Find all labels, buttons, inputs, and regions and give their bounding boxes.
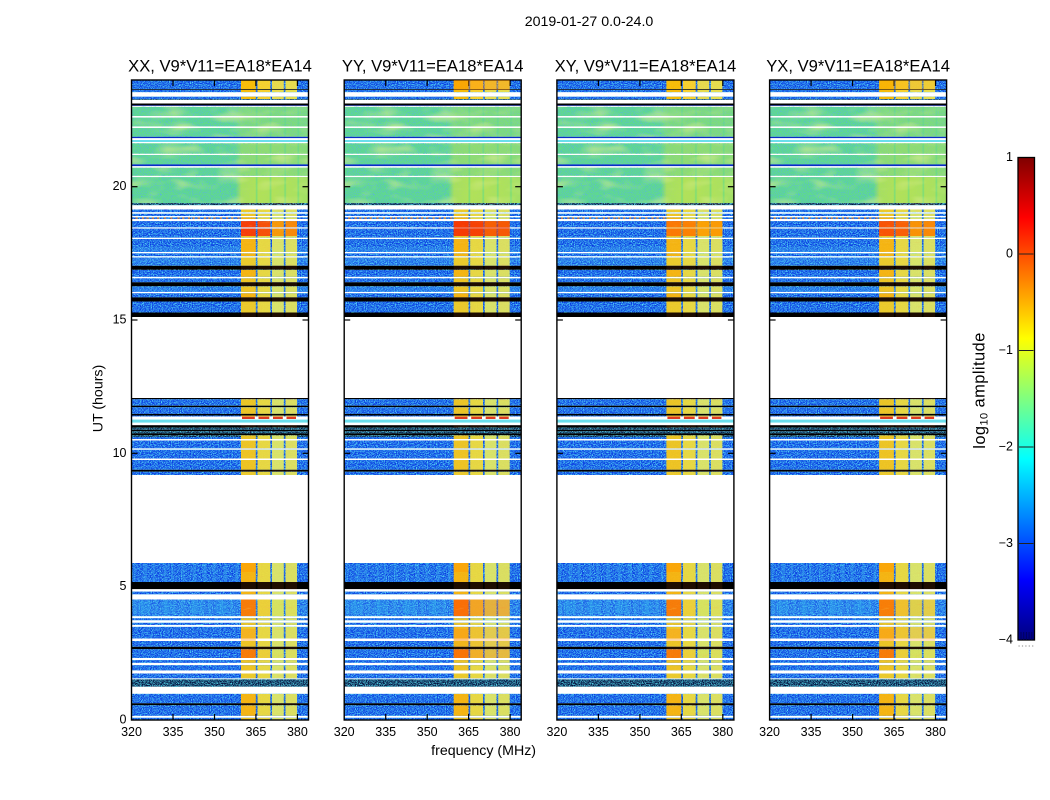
svg-text:350: 350: [842, 725, 863, 739]
svg-text:350: 350: [629, 725, 650, 739]
svg-text:380: 380: [712, 725, 733, 739]
svg-text:−3: −3: [999, 536, 1013, 550]
svg-text:YY, V9*V11=EA18*EA14: YY, V9*V11=EA18*EA14: [342, 57, 524, 76]
svg-text:380: 380: [925, 725, 946, 739]
svg-text:−2: −2: [999, 440, 1013, 454]
svg-text:335: 335: [588, 725, 609, 739]
svg-text:−4: −4: [999, 633, 1013, 647]
svg-text:20: 20: [113, 179, 127, 193]
svg-text:320: 320: [759, 725, 780, 739]
svg-text:335: 335: [163, 725, 184, 739]
svg-text:365: 365: [245, 725, 266, 739]
svg-text:YX, V9*V11=EA18*EA14: YX, V9*V11=EA18*EA14: [766, 57, 950, 76]
svg-text:−1: −1: [999, 343, 1013, 357]
svg-text:0: 0: [1006, 247, 1013, 261]
svg-text:320: 320: [121, 725, 142, 739]
svg-text:335: 335: [801, 725, 822, 739]
svg-text:0: 0: [120, 713, 127, 727]
svg-text:380: 380: [500, 725, 521, 739]
svg-text:frequency (MHz): frequency (MHz): [431, 743, 536, 759]
svg-text:365: 365: [884, 725, 905, 739]
svg-text:350: 350: [204, 725, 225, 739]
svg-text:320: 320: [334, 725, 355, 739]
svg-text:365: 365: [671, 725, 692, 739]
svg-text:365: 365: [458, 725, 479, 739]
svg-text:XY, V9*V11=EA18*EA14: XY, V9*V11=EA18*EA14: [555, 57, 737, 76]
svg-text:350: 350: [417, 725, 438, 739]
svg-text:1: 1: [1006, 150, 1013, 164]
svg-text:335: 335: [375, 725, 396, 739]
svg-text:2019-01-27 0.0-24.0: 2019-01-27 0.0-24.0: [525, 14, 654, 30]
svg-text:log10 amplitude: log10 amplitude: [971, 332, 991, 448]
svg-text:15: 15: [113, 313, 127, 327]
svg-text:380: 380: [287, 725, 308, 739]
svg-text:XX, V9*V11=EA18*EA14: XX, V9*V11=EA18*EA14: [128, 57, 312, 76]
svg-text:UT (hours): UT (hours): [90, 365, 106, 433]
svg-text:5: 5: [120, 579, 127, 593]
svg-text:320: 320: [546, 725, 567, 739]
svg-text:10: 10: [113, 446, 127, 460]
